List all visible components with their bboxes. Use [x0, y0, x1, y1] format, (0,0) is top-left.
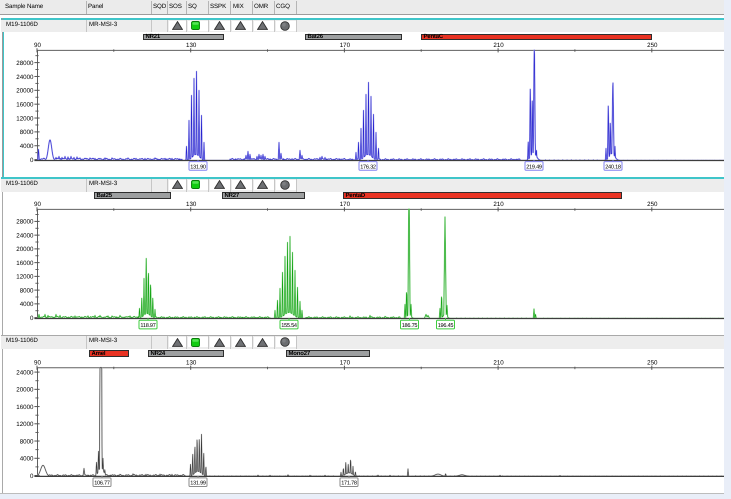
- svg-text:8000: 8000: [20, 287, 34, 294]
- svg-text:118.97: 118.97: [140, 323, 155, 329]
- svg-text:12000: 12000: [16, 421, 34, 428]
- svg-text:90: 90: [34, 201, 41, 208]
- svg-text:171.78: 171.78: [341, 481, 357, 487]
- svg-text:8000: 8000: [20, 129, 34, 136]
- svg-text:20000: 20000: [16, 246, 34, 253]
- svg-text:24000: 24000: [16, 232, 34, 239]
- svg-text:24000: 24000: [16, 369, 34, 376]
- svg-text:4000: 4000: [20, 456, 34, 463]
- svg-text:210: 210: [493, 359, 504, 366]
- svg-text:250: 250: [647, 201, 658, 208]
- svg-text:131.99: 131.99: [190, 481, 206, 487]
- svg-text:170: 170: [340, 359, 351, 366]
- svg-text:250: 250: [647, 359, 658, 366]
- svg-text:219.49: 219.49: [526, 164, 542, 170]
- svg-text:4000: 4000: [20, 143, 34, 150]
- svg-text:0: 0: [30, 473, 34, 480]
- svg-text:186.75: 186.75: [402, 323, 418, 329]
- svg-text:0: 0: [30, 157, 34, 164]
- svg-text:170: 170: [340, 201, 351, 208]
- svg-text:130: 130: [186, 42, 197, 49]
- svg-text:90: 90: [34, 42, 41, 49]
- svg-text:240.18: 240.18: [605, 164, 621, 170]
- svg-text:106.77: 106.77: [94, 481, 110, 487]
- svg-text:16000: 16000: [16, 260, 34, 267]
- svg-text:176.32: 176.32: [360, 164, 376, 170]
- svg-text:28000: 28000: [16, 60, 34, 67]
- svg-text:250: 250: [647, 42, 658, 49]
- svg-text:0: 0: [30, 315, 34, 322]
- svg-text:24000: 24000: [16, 74, 34, 81]
- svg-text:28000: 28000: [16, 219, 34, 226]
- svg-text:12000: 12000: [16, 274, 34, 281]
- svg-text:4000: 4000: [20, 301, 34, 308]
- svg-text:12000: 12000: [16, 115, 34, 122]
- svg-text:131.90: 131.90: [190, 164, 206, 170]
- svg-text:20000: 20000: [16, 387, 34, 394]
- svg-text:8000: 8000: [20, 438, 34, 445]
- svg-text:196.45: 196.45: [438, 323, 454, 329]
- svg-text:20000: 20000: [16, 88, 34, 95]
- svg-text:155.54: 155.54: [281, 323, 297, 329]
- svg-text:16000: 16000: [16, 101, 34, 108]
- svg-text:130: 130: [186, 201, 197, 208]
- svg-text:210: 210: [493, 42, 504, 49]
- svg-text:170: 170: [340, 42, 351, 49]
- svg-text:130: 130: [186, 359, 197, 366]
- svg-text:90: 90: [34, 359, 41, 366]
- svg-text:16000: 16000: [16, 404, 34, 411]
- svg-text:210: 210: [493, 201, 504, 208]
